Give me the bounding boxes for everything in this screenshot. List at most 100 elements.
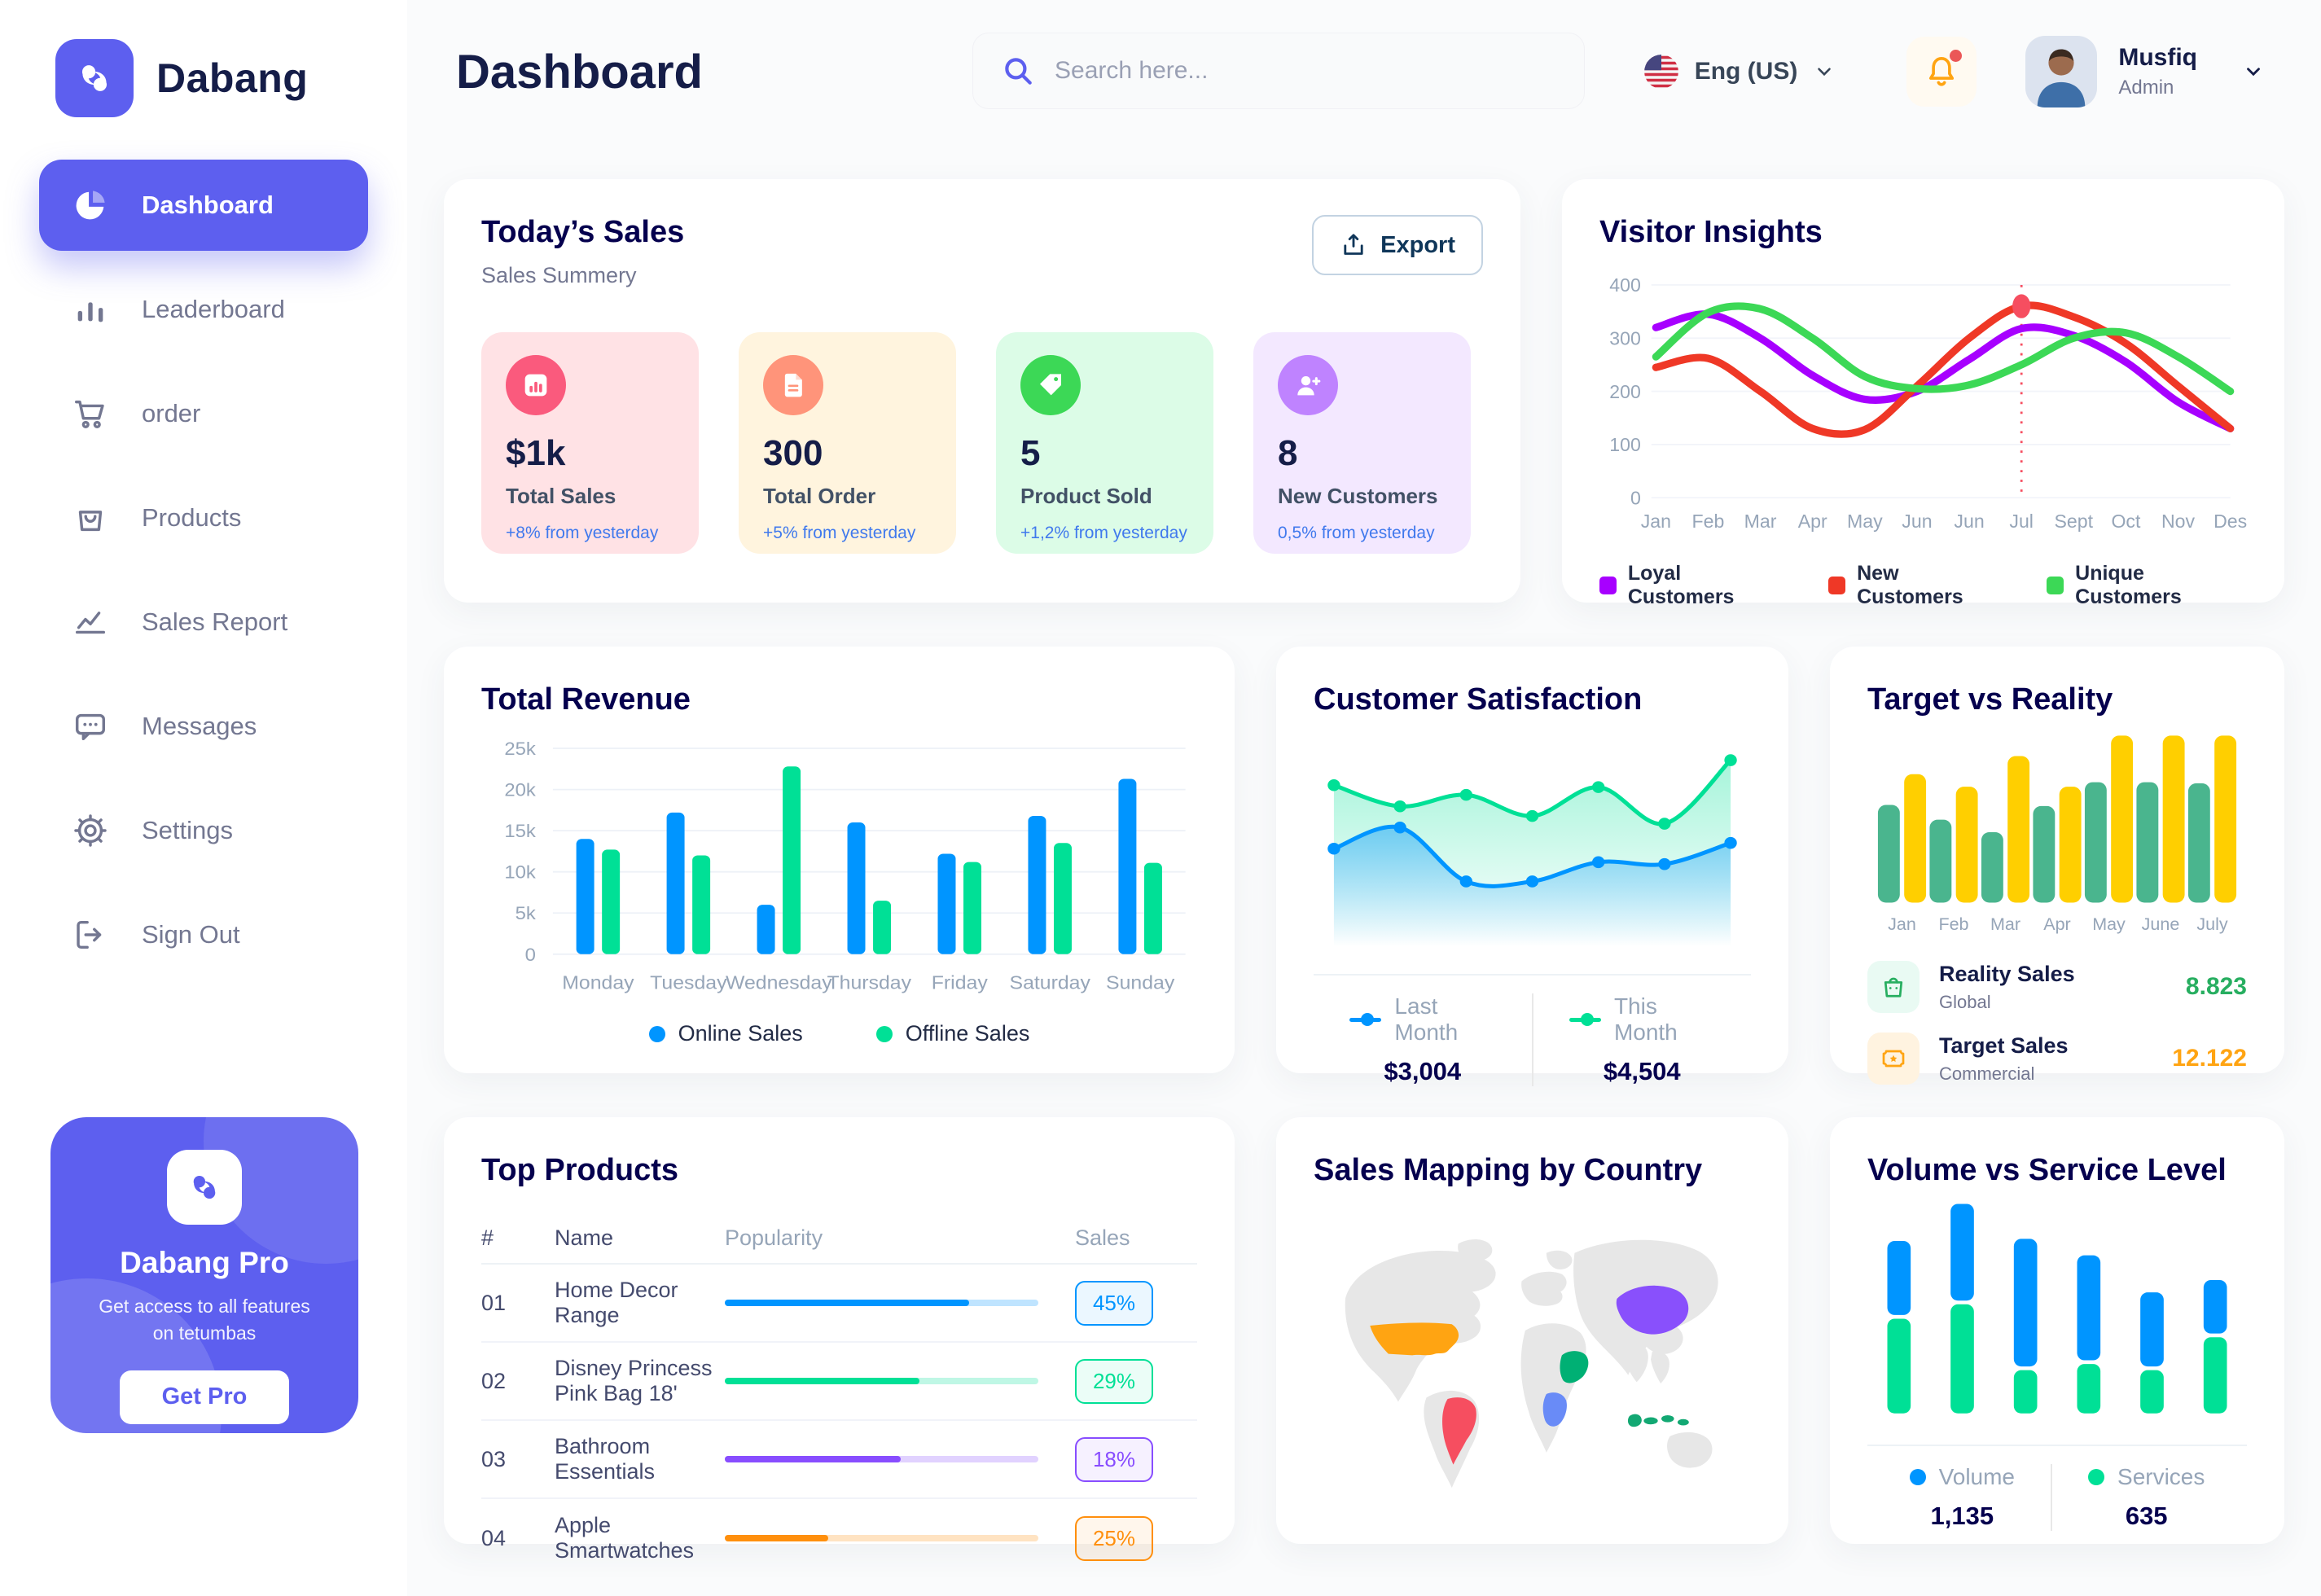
country-drc (1542, 1392, 1567, 1427)
export-label: Export (1380, 231, 1455, 258)
svg-text:Feb: Feb (1938, 914, 1968, 934)
volume-service-chart (1887, 1204, 2227, 1414)
pro-card-title: Dabang Pro (120, 1246, 289, 1279)
legend-item: Target Sales Commercial 12.122 (1867, 1033, 2247, 1085)
svg-text:Saturday: Saturday (1010, 972, 1090, 993)
country-brazil (1442, 1397, 1476, 1465)
volume-service-title: Volume vs Service Level (1867, 1153, 2227, 1187)
product-rank: 03 (481, 1446, 507, 1471)
svg-text:Tuesday: Tuesday (650, 972, 726, 993)
customer-satisfaction-legend: Last Month $3,004 This Month $4,504 (1314, 993, 1751, 1086)
language-label: Eng (US) (1694, 58, 1798, 85)
svg-text:Feb: Feb (1692, 511, 1725, 532)
table-row[interactable]: 04 Apple Smartwatches 25% (481, 1499, 1197, 1577)
sidebar-item-order[interactable]: order (39, 368, 368, 459)
svg-text:15k: 15k (504, 821, 536, 841)
pie-chart-icon (72, 186, 109, 224)
svg-text:300: 300 (1609, 328, 1641, 349)
table-row[interactable]: 02 Disney Princess Pink Bag 18' 29% (481, 1343, 1197, 1421)
new-customer-icon (1278, 355, 1338, 415)
stat-label: Total Order (763, 484, 876, 508)
svg-text:10k: 10k (504, 862, 536, 882)
sales-mapping-title: Sales Mapping by Country (1314, 1153, 1703, 1187)
sidebar-item-products[interactable]: Products (39, 472, 368, 563)
customer-satisfaction-title: Customer Satisfaction (1314, 682, 1643, 717)
reality-bag-icon (1867, 961, 1920, 1013)
svg-text:June: June (2142, 914, 2180, 934)
svg-text:Sunday: Sunday (1106, 972, 1174, 993)
language-chevron-icon (1818, 68, 1832, 77)
table-row[interactable]: 03 Bathroom Essentials 18% (481, 1421, 1197, 1499)
notification-button[interactable] (1906, 37, 1977, 107)
legend-item: Services 635 (2051, 1464, 2240, 1531)
landmass-africa (1520, 1323, 1586, 1453)
product-name: Disney Princess Pink Bag 18' (555, 1356, 713, 1405)
stat-value: 300 (763, 433, 823, 473)
landmass-india (1624, 1343, 1648, 1383)
sales-badge: 45% (1075, 1280, 1153, 1326)
stat-value: $1k (506, 433, 566, 473)
top-products-card: Top Products # Name Popularity Sales 01 Home … (444, 1117, 1235, 1563)
sidebar-item-sign-out[interactable]: Sign Out (39, 889, 368, 980)
table-header: # Name Popularity Sales (481, 1212, 1197, 1265)
export-icon (1344, 234, 1363, 255)
sidebar-item-sales-report[interactable]: Sales Report (39, 577, 368, 668)
stat-delta: +8% from yesterday (506, 524, 659, 542)
target-vs-reality-chart: Jan Feb Mar Apr May June July (1877, 735, 2237, 934)
svg-text:Thursday: Thursday (827, 972, 912, 993)
country-indonesia (1627, 1414, 1689, 1427)
svg-text:20k: 20k (504, 779, 536, 800)
export-button[interactable]: Export (1312, 215, 1483, 275)
svg-text:Friday: Friday (932, 972, 988, 993)
visitor-insights-title: Visitor Insights (1599, 215, 1823, 249)
message-icon (72, 708, 109, 745)
country-china (1616, 1285, 1689, 1335)
svg-text:Sept: Sept (2055, 511, 2094, 532)
today-sales-cards: $1k Total Sales +8% from yesterday 300 Total… (481, 332, 1483, 554)
svg-text:0: 0 (1630, 488, 1641, 509)
stat-card-new-customers: 8 New Customers 0,5% from yesterday (1253, 332, 1471, 554)
svg-text:Jul: Jul (2009, 511, 2034, 532)
legend-item: Online Sales (648, 1021, 803, 1046)
sidebar-item-dashboard[interactable]: Dashboard (39, 160, 368, 251)
popularity-bar (725, 1300, 1075, 1306)
search-input[interactable] (1055, 57, 1556, 85)
sales-badge: 29% (1075, 1358, 1153, 1404)
sidebar-item-messages[interactable]: Messages (39, 681, 368, 772)
header: Dashboard E (407, 0, 2321, 143)
tag-icon (1020, 355, 1081, 415)
sidebar-item-settings[interactable]: Settings (39, 785, 368, 876)
svg-text:Mar: Mar (1744, 511, 1777, 532)
svg-text:July: July (2196, 914, 2228, 934)
customer-satisfaction-card: Customer Satisfaction Last Month $3,004 Th… (1276, 647, 1788, 1086)
search-icon (1005, 58, 1032, 85)
svg-text:Jan: Jan (1888, 914, 1916, 934)
svg-text:Jun: Jun (1902, 511, 1932, 532)
language-selector[interactable]: Eng (US) (1643, 55, 1836, 89)
bell-icon (1929, 57, 1955, 86)
today-sales-title: Today’s Sales (481, 215, 685, 249)
bag-icon (72, 499, 109, 537)
sidebar-item-label: Products (142, 503, 242, 532)
header-right: Eng (US) Musfiq Admin (1643, 0, 2264, 143)
svg-text:Jan: Jan (1641, 511, 1671, 532)
user-menu-chevron-icon[interactable] (2243, 61, 2264, 82)
avatar[interactable] (2025, 36, 2098, 107)
svg-text:200: 200 (1609, 381, 1641, 402)
top-products-table: # Name Popularity Sales 01 Home Decor Range 45… (481, 1212, 1197, 1577)
get-pro-button[interactable]: Get Pro (120, 1370, 289, 1424)
order-file-icon (763, 355, 823, 415)
target-ticket-icon (1867, 1033, 1920, 1085)
svg-text:Jun: Jun (1954, 511, 1984, 532)
search-box[interactable] (972, 33, 1585, 109)
stat-card-total-sales: $1k Total Sales +8% from yesterday (481, 332, 699, 554)
brand[interactable]: Dabang (0, 0, 407, 117)
notification-dot (1950, 50, 1963, 62)
legend-item: Last Month $3,004 (1314, 993, 1532, 1086)
sign-out-icon (72, 916, 109, 954)
sidebar-item-leaderboard[interactable]: Leaderboard (39, 264, 368, 355)
sidebar-nav: Dashboard Leaderboard order Products Sales R… (0, 160, 407, 980)
target-vs-reality-card: Target vs Reality Jan Feb Mar Apr May June Jul… (1830, 647, 2284, 1085)
total-revenue-legend: Online Sales Offline Sales (481, 1021, 1197, 1046)
table-row[interactable]: 01 Home Decor Range 45% (481, 1265, 1197, 1343)
